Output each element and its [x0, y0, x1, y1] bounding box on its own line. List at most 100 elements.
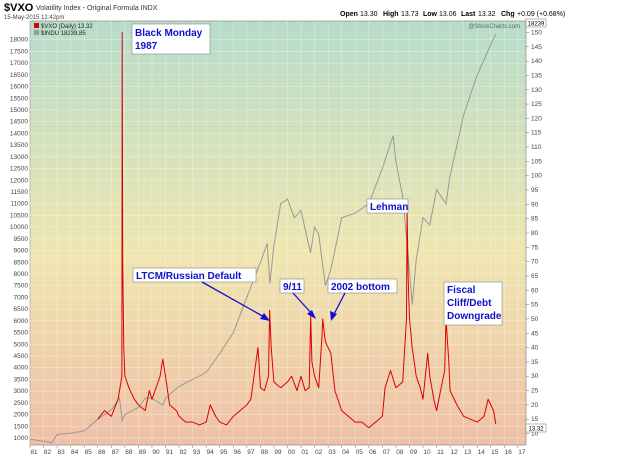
x-tick-label: 01 — [301, 449, 309, 456]
left-tick-label: 10000 — [10, 224, 28, 231]
x-tick-label: 14 — [478, 449, 486, 456]
legend-swatch-vxo — [34, 23, 39, 28]
low-value: 13.06 — [439, 11, 457, 18]
series-line-indu — [29, 33, 497, 444]
x-tick-label: 07 — [383, 449, 391, 456]
left-tick-label: 15000 — [10, 107, 28, 114]
x-tick-label: 08 — [396, 449, 404, 456]
annotation-911: 9/11 — [279, 278, 316, 319]
right-tick-label: 150 — [531, 29, 542, 36]
right-tick-label: 130 — [531, 87, 542, 94]
left-tick-label: 8500 — [14, 259, 29, 266]
x-tick-label: 11 — [437, 449, 444, 456]
left-tick-label: 15500 — [10, 95, 28, 102]
right-tick-label: 95 — [531, 187, 539, 194]
left-tick-label: 16000 — [10, 84, 28, 91]
annotation-fiscal-line2: Cliff/Debt — [447, 298, 492, 309]
indu-last-value: 18239 — [528, 22, 545, 28]
left-tick-label: 11000 — [10, 201, 28, 208]
right-tick-label: 90 — [531, 201, 539, 208]
annotation-2002-bottom: 2002 bottom — [327, 278, 398, 321]
left-tick-label: 6000 — [14, 318, 29, 325]
instrument-name: Volatility Index - Original Formula INDX — [36, 5, 158, 12]
right-tick-label: 50 — [531, 316, 539, 323]
x-tick-label: 17 — [518, 449, 526, 456]
left-axis: 1000 1500 2000 2500 3000 3500 4000 4500 5000 5500… — [10, 37, 28, 442]
x-tick-label: 97 — [247, 449, 255, 456]
left-tick-label: 9000 — [14, 248, 29, 255]
left-tick-label: 3500 — [14, 376, 29, 383]
annotation-2002-arrowhead — [330, 311, 337, 321]
x-tick-label: 82 — [44, 449, 52, 456]
right-tick-label: 105 — [531, 158, 542, 165]
right-tick-label: 135 — [531, 72, 542, 79]
left-tick-label: 13500 — [10, 142, 28, 149]
annotation-ltcm-arrowhead — [260, 313, 270, 321]
left-tick-label: 18000 — [10, 37, 28, 44]
right-tick-label: 30 — [531, 373, 539, 380]
x-tick-label: 04 — [342, 449, 350, 456]
left-tick-label: 9500 — [14, 236, 29, 243]
vxo-last-badge: 13.32 — [525, 423, 547, 433]
annotation-911-text: 9/11 — [283, 282, 302, 293]
x-tick-label: 00 — [288, 449, 296, 456]
right-tick-label: 100 — [531, 173, 542, 180]
x-tick-label: 89 — [139, 449, 147, 456]
left-tick-label: 14500 — [10, 119, 28, 126]
left-tick-label: 3000 — [14, 388, 29, 395]
right-tick-label: 55 — [531, 302, 539, 309]
left-tick-label: 2000 — [14, 412, 29, 419]
x-tick-label: 10 — [423, 449, 431, 456]
annotation-2002-arrow — [332, 292, 346, 317]
x-tick-label: 91 — [166, 449, 174, 456]
annotation-black-monday: Black Monday 1987 — [131, 23, 211, 55]
x-tick-label: 90 — [152, 449, 160, 456]
annotation-911-arrowhead — [307, 310, 316, 319]
right-tick-label: 145 — [531, 44, 542, 51]
plot-area — [29, 20, 527, 446]
left-tick-label: 14000 — [10, 130, 28, 137]
chart-header: $VXO Volatility Index - Original Formula… — [4, 2, 565, 21]
high-label: High — [383, 11, 399, 18]
x-tick-label: 13 — [464, 449, 472, 456]
symbol-label: $VXO — [4, 2, 34, 14]
right-tick-label: 60 — [531, 287, 539, 294]
right-tick-label: 120 — [531, 115, 542, 122]
x-tick-label: 96 — [234, 449, 242, 456]
annotation-black-monday-line2: 1987 — [135, 41, 158, 52]
chg-value: +0.09 (+0.68%) — [517, 11, 565, 18]
left-tick-label: 13000 — [10, 154, 28, 161]
x-axis: 81 82 83 84 85 86 87 88 89 90 91 92 93 94 95 96 97 98 99 00… — [29, 445, 526, 456]
left-tick-label: 1000 — [14, 435, 29, 442]
x-tick-label: 12 — [450, 449, 458, 456]
left-tick-label: 12000 — [10, 177, 28, 184]
x-tick-label: 09 — [410, 449, 418, 456]
annotation-2002-text: 2002 bottom — [331, 282, 390, 293]
right-tick-label: 110 — [531, 144, 542, 151]
right-tick-label: 85 — [531, 216, 539, 223]
left-tick-label: 5500 — [14, 330, 29, 337]
right-tick-label: 10 — [531, 431, 539, 438]
left-tick-label: 7500 — [14, 283, 29, 290]
x-tick-label: 98 — [261, 449, 269, 456]
x-tick-label: 15 — [491, 449, 499, 456]
high-value: 13.73 — [401, 11, 419, 18]
left-tick-label: 2500 — [14, 400, 29, 407]
left-tick-label: 4000 — [14, 365, 29, 372]
annotation-ltcm: LTCM/Russian Default — [132, 267, 270, 321]
right-tick-label: 25 — [531, 388, 539, 395]
x-tick-label: 88 — [125, 449, 133, 456]
open-label: Open — [340, 11, 358, 18]
x-tick-label: 81 — [30, 449, 38, 456]
series-line-vxo — [97, 32, 497, 429]
left-tick-label: 1500 — [14, 423, 29, 430]
legend: $VXO (Daily) 13.32 $INDU 18239.85 — [34, 23, 93, 37]
left-tick-label: 17000 — [10, 60, 28, 67]
open-value: 13.30 — [360, 11, 378, 18]
indu-last-badge: 18239 — [525, 18, 547, 28]
right-tick-label: 40 — [531, 345, 539, 352]
last-value: 13.32 — [478, 11, 496, 18]
annotation-fiscal-line1: Fiscal — [447, 285, 476, 296]
right-tick-label: 70 — [531, 259, 539, 266]
